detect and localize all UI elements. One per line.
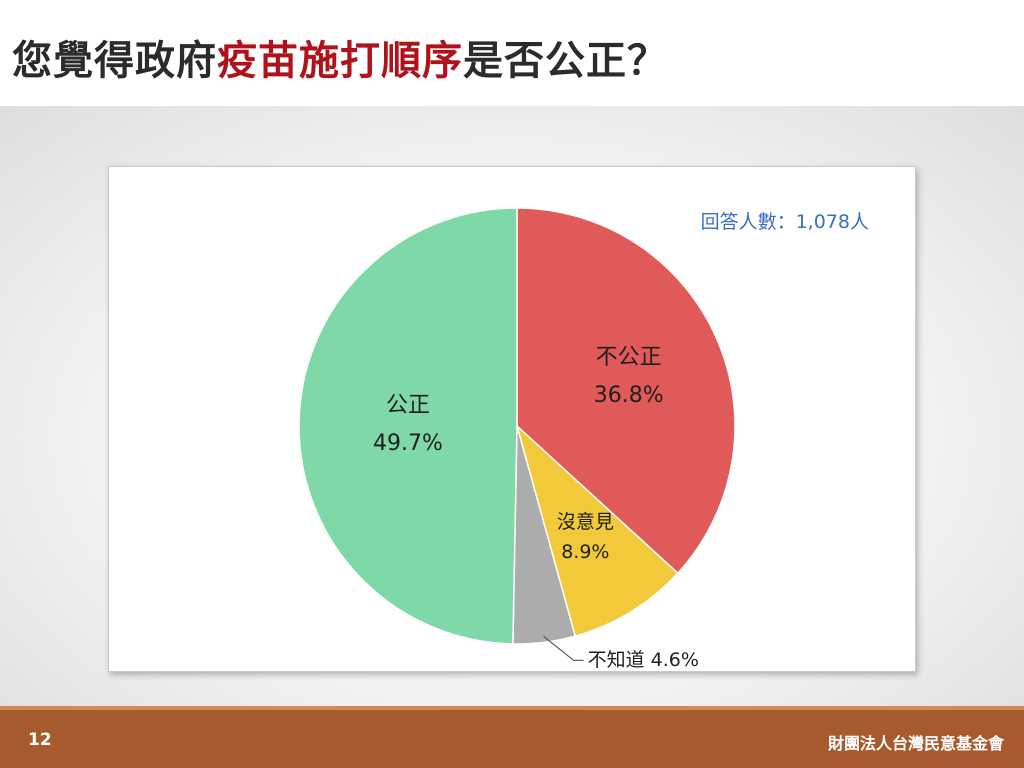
slice-label-1: 不公正 36.8% (594, 339, 664, 414)
pie-slice-2 (515, 423, 679, 638)
title-part-1: 您覺得政府 (12, 38, 217, 84)
pie-slice-1 (516, 207, 736, 575)
pie-chart (298, 207, 736, 661)
pie-chart-frame: 回答人數：1,078人 不公正 36.8% 沒意見 8.9% 不知道 4.6% 公正 49.… (108, 166, 916, 672)
pie-slice-4 (298, 207, 518, 645)
slice-name: 公正 (385, 393, 430, 419)
slice-value: 49.7% (373, 430, 443, 456)
slice-value: 4.6% (650, 649, 699, 672)
title-part-2: 是否公正？ (463, 38, 668, 84)
title-bar: 您覺得政府疫苗施打順序是否公正？ (0, 0, 1024, 106)
slice-name: 不知道 (587, 649, 645, 672)
slice-name: 沒意見 (556, 511, 614, 534)
slide-title: 您覺得政府疫苗施打順序是否公正？ (12, 28, 668, 86)
callout-line (543, 635, 584, 661)
page-number: 12 (28, 730, 52, 750)
slice-label-3: 不知道 4.6% (588, 645, 699, 675)
slice-value: 36.8% (593, 382, 664, 408)
organization-name: 財團法人台灣民意基金會 (827, 734, 1004, 753)
title-highlight: 疫苗施打順序 (217, 38, 463, 84)
respondents-count: 回答人數：1,078人 (700, 211, 869, 233)
slice-label-4: 公正 49.7% (373, 387, 443, 462)
slice-name: 不公正 (595, 345, 662, 371)
slice-value: 8.9% (561, 541, 610, 564)
slice-label-2: 沒意見 8.9% (557, 507, 614, 568)
footer-bar: 12 財團法人台灣民意基金會 (0, 706, 1024, 768)
